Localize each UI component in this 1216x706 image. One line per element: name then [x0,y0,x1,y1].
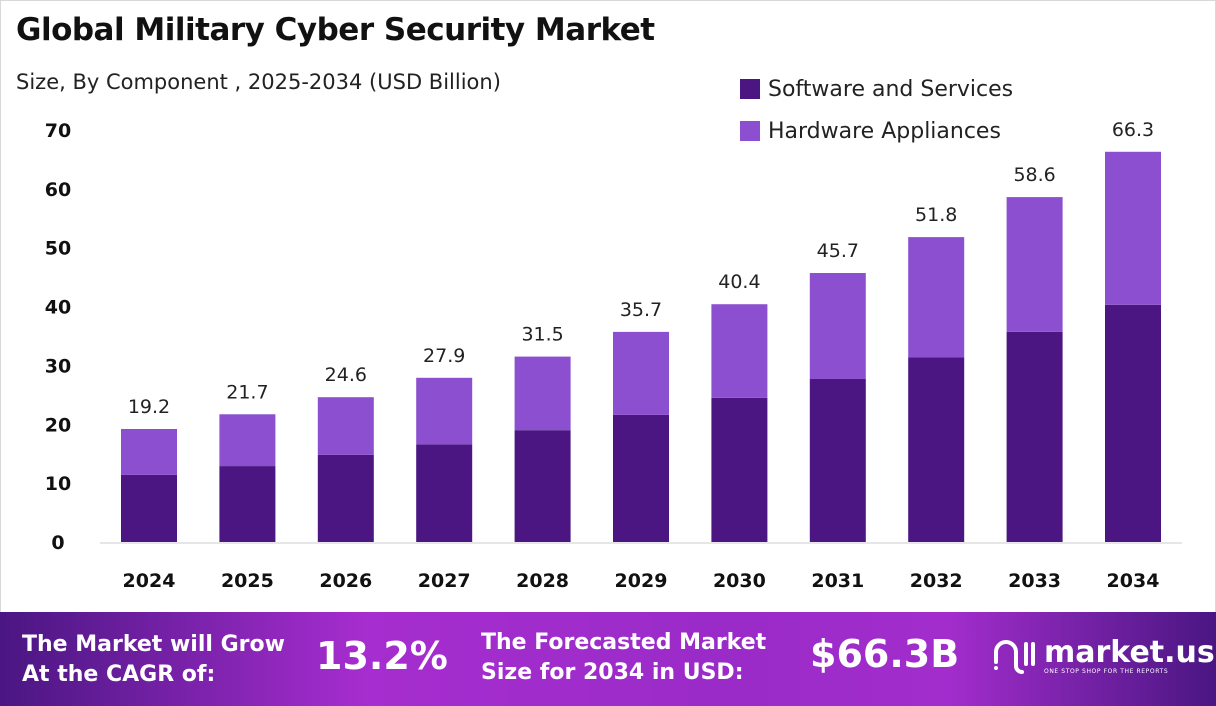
bar-software [809,378,866,542]
cagr-label: The Market will Grow At the CAGR of: [22,630,285,690]
forecast-value: $66.3B [810,632,960,676]
marketus-logo: market.us ONE STOP SHOP FOR THE REPORTS [992,636,1215,676]
y-tick-label: 60 [45,179,71,201]
x-tick-label: 2025 [221,570,274,592]
x-tick-label: 2033 [1008,570,1061,592]
x-tick-label: 2029 [615,570,668,592]
bar-hardware [908,237,965,358]
y-tick-label: 20 [45,414,71,436]
bar-hardware [416,377,473,445]
data-label: 35.7 [620,299,662,321]
y-tick-label: 10 [45,473,71,495]
x-tick-label: 2028 [516,570,569,592]
data-label: 19.2 [128,396,170,418]
bar-software [416,444,473,542]
legend: Software and Services Hardware Appliance… [740,68,1013,152]
logo-tagline: ONE STOP SHOP FOR THE REPORTS [1044,667,1169,675]
y-tick-label: 70 [45,120,71,142]
forecast-label-line: Size for 2034 in USD: [481,660,744,685]
data-label: 40.4 [718,271,760,293]
bar-software [908,357,965,542]
y-tick-label: 50 [45,238,71,260]
bar-chart: 01020304050607019.2202421.7202524.620262… [45,119,1182,592]
y-tick-label: 30 [45,355,71,377]
bar-hardware [613,331,669,415]
bar-hardware [1105,151,1161,305]
bar-software [711,397,768,542]
data-label: 45.7 [817,240,859,262]
x-tick-label: 2031 [811,570,864,592]
cagr-value: 13.2% [316,634,448,678]
bar-software [514,430,571,542]
bar-software [219,466,276,542]
bar-hardware [514,356,571,431]
cagr-label-line: At the CAGR of: [22,662,216,687]
y-tick-label: 40 [45,297,71,319]
bar-hardware [809,273,866,379]
bar-software [1006,331,1063,542]
bar-software [121,474,177,542]
data-label: 31.5 [521,324,563,346]
legend-label: Hardware Appliances [768,118,1001,144]
x-tick-label: 2024 [123,570,176,592]
footer-banner: The Market will Grow At the CAGR of: 13.… [0,612,1216,706]
logo-icon [994,640,1035,674]
bar-software [317,454,374,542]
data-label: 51.8 [915,204,957,226]
legend-item-software: Software and Services [740,68,1013,110]
x-tick-label: 2032 [910,570,963,592]
y-tick-label: 0 [51,532,64,554]
data-label: 58.6 [1013,164,1055,186]
x-tick-label: 2026 [319,570,372,592]
x-tick-label: 2030 [713,570,766,592]
bar-hardware [1006,197,1063,332]
legend-item-hardware: Hardware Appliances [740,110,1013,152]
legend-swatch-software [740,79,760,99]
bar-software [1105,304,1161,542]
bar-software [613,414,669,542]
data-label: 21.7 [226,381,268,403]
logo-text: market.us [1044,634,1215,670]
legend-label: Software and Services [768,76,1014,102]
bar-hardware [317,397,374,455]
x-tick-label: 2034 [1107,570,1160,592]
chart-title: Global Military Cyber Security Market [16,12,655,48]
cagr-label-line: The Market will Grow [22,632,285,657]
forecast-label-line: The Forecasted Market [481,630,767,655]
x-tick-label: 2027 [418,570,471,592]
bar-hardware [121,428,177,475]
bar-hardware [219,414,276,467]
data-label: 27.9 [423,345,465,367]
forecast-label: The Forecasted Market Size for 2034 in U… [481,628,766,688]
chart-subtitle: Size, By Component , 2025-2034 (USD Bill… [16,70,501,94]
data-label: 66.3 [1112,119,1154,141]
legend-swatch-hardware [740,121,760,141]
bar-hardware [711,304,768,398]
data-label: 24.6 [325,364,367,386]
